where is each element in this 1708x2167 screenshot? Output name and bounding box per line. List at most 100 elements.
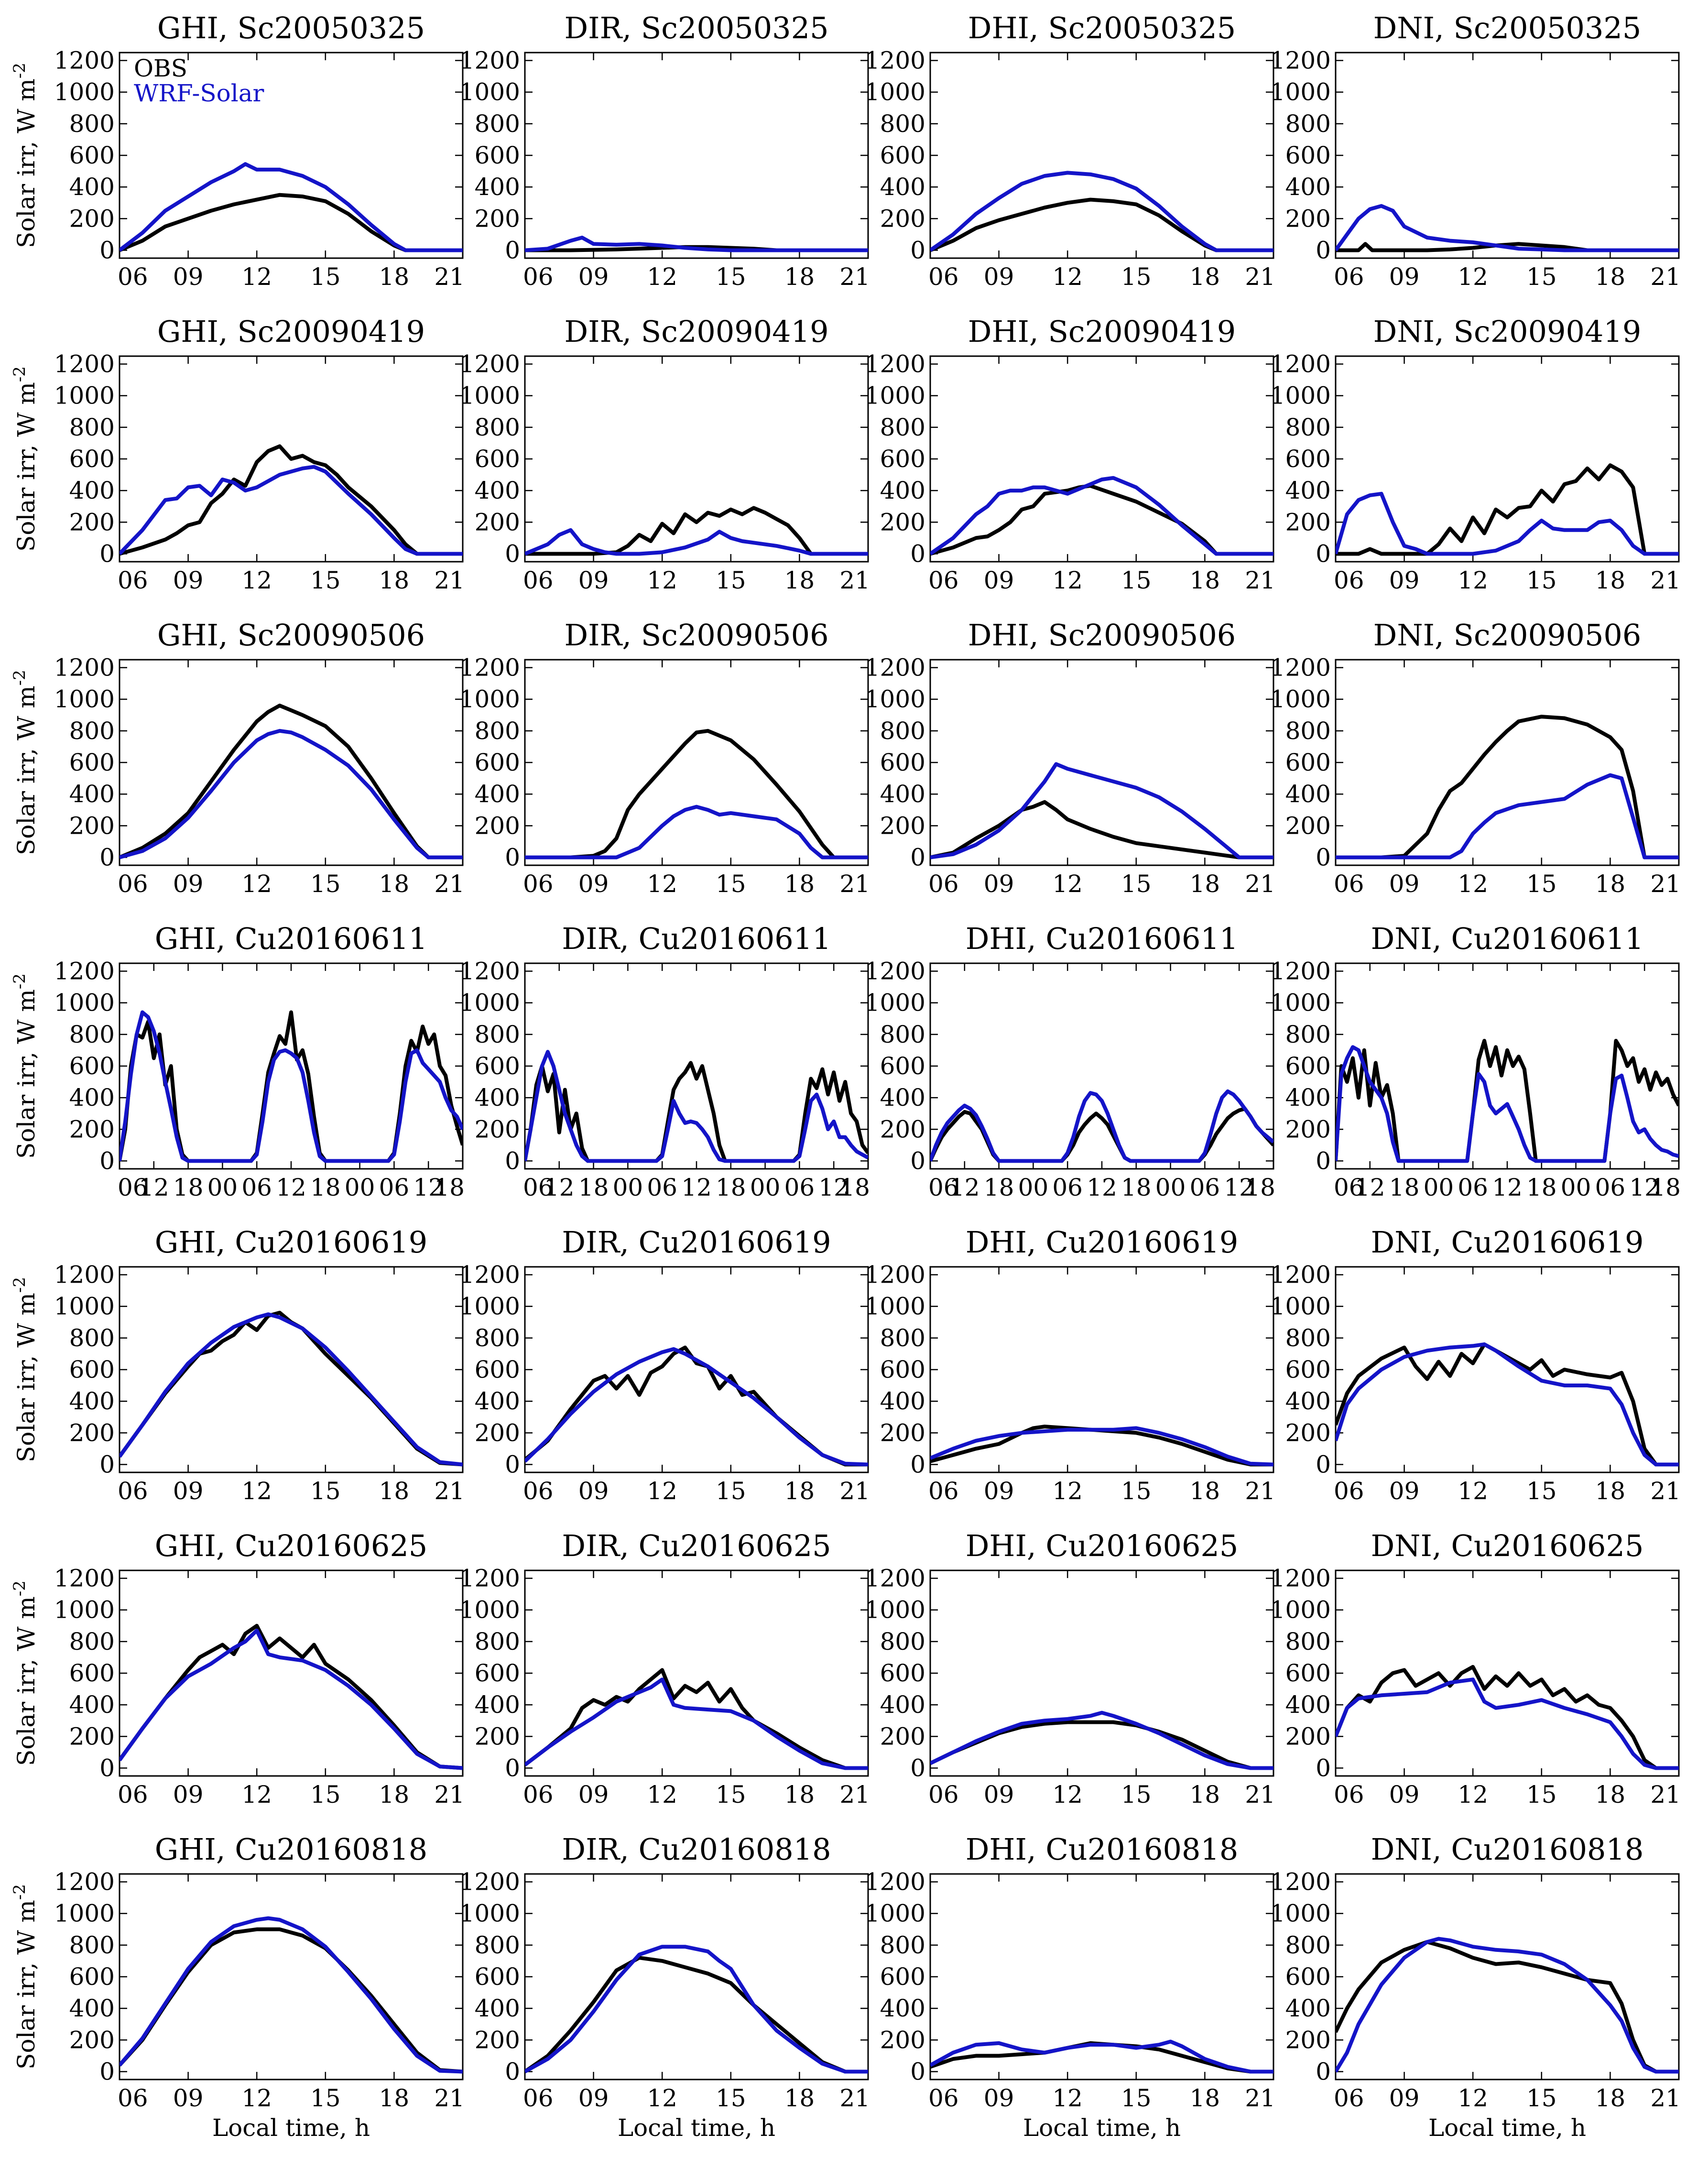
x-tick-label: 00 (1018, 1174, 1049, 1201)
x-tick-label: 09 (1389, 2084, 1420, 2112)
series-line-obs (120, 1010, 463, 1163)
x-tick-label: 12 (1458, 1477, 1488, 1505)
y-tick-label: 0 (910, 2058, 925, 2085)
y-tick-label: 400 (1285, 1994, 1331, 2022)
x-tick-label: 18 (1595, 1477, 1626, 1505)
y-tick-label: 1200 (1270, 958, 1331, 985)
panel-title: DIR, Cu20160625 (562, 1528, 831, 1563)
y-tick-label: 800 (880, 110, 925, 138)
y-axis-label-superscript: -2 (10, 366, 29, 382)
x-tick-label: 15 (716, 1477, 746, 1505)
y-tick-label: 0 (910, 1450, 925, 1478)
panel-title: DHI, Cu20160611 (966, 921, 1239, 956)
series-line-obs (930, 484, 1273, 556)
panel-title: GHI, Cu20160625 (155, 1528, 427, 1563)
y-tick-label: 0 (910, 540, 925, 567)
y-tick-label: 1000 (54, 1293, 115, 1320)
x-tick-label: 18 (1190, 2084, 1220, 2112)
x-tick-label: 06 (1334, 1781, 1364, 1808)
plot-frame (1335, 1266, 1680, 1473)
panel-19: DHI, Cu20160619 0 200 400 600 800 1000 1200 06 09… (865, 1225, 1275, 1505)
y-tick-label: 800 (69, 414, 115, 441)
y-tick-label: 800 (880, 1628, 925, 1655)
y-tick-label: 0 (910, 1147, 925, 1175)
x-tick-label: 18 (173, 1174, 204, 1201)
x-tick-label: 12 (544, 1174, 575, 1201)
y-tick-label: 200 (475, 812, 520, 839)
x-tick-label: 15 (716, 870, 746, 898)
x-tick-label: 06 (928, 870, 959, 898)
x-tick-label: 09 (1389, 1477, 1420, 1505)
x-tick-label: 15 (1526, 263, 1557, 291)
y-tick-label: 1200 (1270, 47, 1331, 75)
x-tick-label: 21 (1245, 263, 1275, 291)
x-tick-label: 18 (310, 1174, 341, 1201)
y-tick-label: 600 (475, 142, 520, 169)
series-line-obs (1336, 1039, 1679, 1163)
y-tick-label: 600 (1285, 1659, 1331, 1687)
series-line-obs (525, 506, 868, 556)
x-tick-label: 18 (1190, 870, 1220, 898)
y-tick-label: 1000 (54, 1596, 115, 1624)
x-tick-label: 12 (1052, 2084, 1083, 2112)
x-tick-label: 12 (1458, 870, 1488, 898)
panel-16: DNI, Cu201606110200400600800100012000612… (1270, 921, 1681, 1201)
x-tick-label: 00 (345, 1174, 375, 1201)
x-tick-label: 21 (434, 566, 465, 594)
x-tick-label: 18 (1595, 263, 1626, 291)
y-axis-label-text: Solar irr, W m (12, 1900, 40, 2069)
panel-title: DHI, Cu20160625 (966, 1528, 1239, 1563)
y-tick-label: 200 (475, 1115, 520, 1143)
y-tick-label: 400 (69, 1084, 115, 1111)
x-tick-label: 09 (1389, 566, 1420, 594)
y-tick-label: 1200 (54, 1565, 115, 1592)
x-tick-label: 06 (1334, 2084, 1364, 2112)
x-tick-label: 21 (434, 870, 465, 898)
panel-title: DIR, Cu20160818 (562, 1832, 831, 1867)
x-tick-label: 12 (241, 566, 272, 594)
x-tick-label: 15 (716, 1781, 746, 1808)
panel-11: DHI, Sc20090506 0 200 400 600 800 1000 1200 06 09… (865, 618, 1275, 898)
y-tick-label: 400 (69, 1691, 115, 1719)
y-tick-label: 400 (475, 1084, 520, 1111)
y-tick-label: 800 (880, 1021, 925, 1048)
x-tick-label: 06 (928, 1781, 959, 1808)
panel-3: DHI, Sc20050325 0 200 400 600 800 1000 1200 06 09… (865, 11, 1275, 291)
panel-10: DIR, Sc20090506 0 200 400 600 800 1000 1200 06 09… (459, 618, 870, 898)
x-tick-label: 00 (1155, 1174, 1186, 1201)
y-tick-label: 1000 (459, 382, 520, 410)
series-line-obs (930, 197, 1273, 252)
x-tick-label: 15 (1526, 1477, 1557, 1505)
y-tick-label: 0 (505, 843, 520, 871)
x-tick-label: 06 (118, 263, 148, 291)
y-tick-label: 1200 (459, 654, 520, 682)
x-tick-label: 21 (1245, 566, 1275, 594)
y-tick-label: 1000 (865, 382, 925, 410)
x-tick-label: 09 (173, 566, 204, 594)
series-line-wrf-solar (930, 1089, 1273, 1163)
x-tick-label: 12 (139, 1174, 169, 1201)
panel-6: DIR, Sc20090419 0 200 400 600 800 1000 1200 06 09… (459, 314, 870, 594)
y-tick-label: 400 (1285, 1387, 1331, 1415)
x-tick-label: 06 (523, 2084, 554, 2112)
panel-12: DNI, Sc20090506 0 200 400 600 800 1000 1200 06 09… (1270, 618, 1681, 898)
y-tick-label: 0 (505, 540, 520, 567)
legend-entry-obs: OBS (134, 54, 187, 82)
y-tick-label: 0 (505, 236, 520, 264)
y-tick-label: 0 (1316, 236, 1331, 264)
x-tick-label: 18 (1245, 1174, 1275, 1201)
x-tick-label: 06 (928, 1477, 959, 1505)
y-tick-label: 1000 (54, 686, 115, 713)
x-tick-label: 21 (1245, 2084, 1275, 2112)
x-tick-label: 12 (241, 263, 272, 291)
x-tick-label: 12 (1052, 1781, 1083, 1808)
y-tick-label: 200 (880, 1722, 925, 1750)
y-tick-label: 1000 (1270, 989, 1331, 1017)
x-tick-label: 21 (839, 870, 870, 898)
y-tick-label: 400 (475, 1994, 520, 2022)
series-line-wrf-solar (525, 1347, 868, 1467)
x-tick-label: 09 (578, 566, 609, 594)
y-tick-label: 800 (880, 414, 925, 441)
y-tick-label: 400 (69, 477, 115, 504)
x-tick-label: 12 (647, 2084, 677, 2112)
